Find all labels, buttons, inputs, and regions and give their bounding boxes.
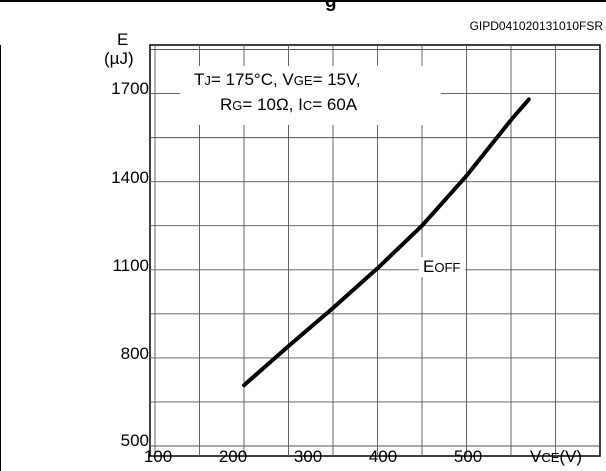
- vge-subscript: GE: [293, 73, 313, 88]
- conditions-line-2: RG= 10Ω, IC= 60A: [220, 93, 357, 118]
- eoff-curve: [242, 97, 531, 388]
- y-tick-label: 500: [120, 431, 149, 450]
- eoff-label-main: E: [423, 257, 435, 276]
- y-tick-label: 1700: [111, 79, 149, 98]
- rg-symbol: R: [220, 95, 233, 114]
- plot-frame: [149, 44, 601, 457]
- x-axis-label-unit: (V): [559, 447, 583, 466]
- x-axis-label-main: V: [530, 447, 542, 466]
- rg-value: = 10Ω, I: [242, 95, 303, 114]
- eoff-label-sub: OFF: [434, 260, 461, 275]
- tj-subscript: J: [204, 73, 211, 88]
- series-label-eoff: EOFF: [419, 257, 466, 277]
- x-tick-label: 200: [218, 447, 248, 466]
- x-axis-label-sub: CE: [541, 450, 560, 465]
- y-tick-label: 1400: [111, 168, 149, 187]
- rg-subscript: G: [232, 98, 243, 113]
- x-tick-label: 400: [368, 447, 398, 466]
- conditions-line-1: TJ= 175°C, VGE= 15V,: [194, 68, 361, 93]
- y-tick-label: 800: [120, 344, 149, 363]
- tj-symbol: T: [194, 70, 205, 89]
- x-tick-label: 100: [143, 447, 173, 466]
- x-axis-label: VCE(V): [530, 447, 582, 467]
- x-tick-label: 300: [293, 447, 323, 466]
- y-axis-label: E: [117, 30, 129, 49]
- vge-value: = 15V,: [312, 70, 361, 89]
- document-code: GIPD041020131010FSR: [469, 19, 603, 33]
- ic-subscript: C: [302, 98, 313, 113]
- x-tick-label: 500: [453, 447, 483, 466]
- ic-value: = 60A: [312, 95, 358, 114]
- tj-value: = 175°C, V: [210, 70, 294, 89]
- test-conditions-box: TJ= 175°C, VGE= 15V, RG= 10Ω, IC= 60A: [180, 66, 441, 125]
- figure-title-fragment: g: [325, 0, 337, 12]
- y-tick-label: 1100: [112, 256, 149, 275]
- y-axis-unit: (µJ): [104, 49, 134, 68]
- grid-lines: [150, 45, 600, 456]
